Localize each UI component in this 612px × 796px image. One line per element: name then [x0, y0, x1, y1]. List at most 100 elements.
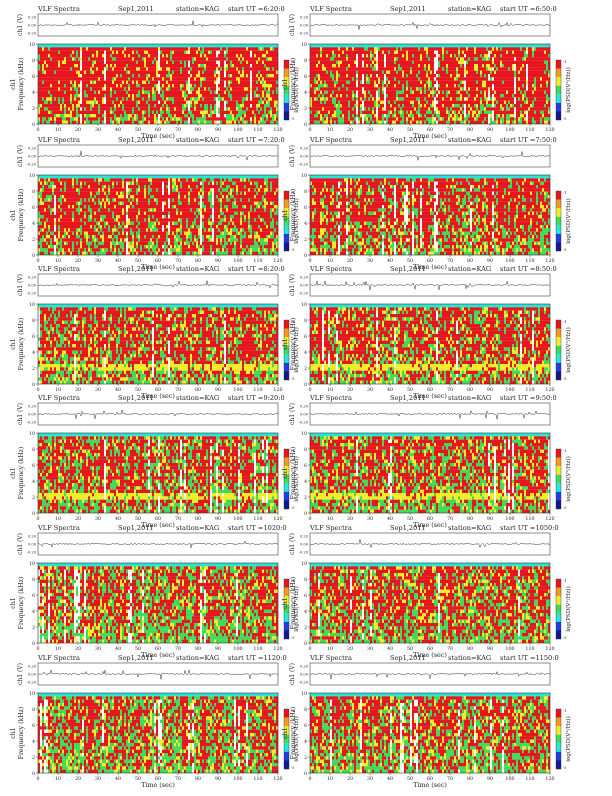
colorbar-segment: [556, 588, 561, 597]
waveform-tick: 0.20: [28, 276, 37, 280]
colorbar-label: log(PSD(V²/Hz)): [565, 456, 572, 502]
colorbar-segment: [556, 709, 561, 718]
xtick-label: 40: [115, 646, 121, 652]
panel-start-ut: start UT =1120:0: [228, 654, 287, 662]
xtick-label: 110: [253, 516, 262, 522]
xtick-label: 120: [273, 387, 282, 393]
xtick-label: 40: [115, 258, 121, 264]
colorbar-segment: [284, 363, 289, 372]
waveform-tick: 0.20: [28, 665, 37, 669]
waveform-tick: -0.20: [27, 163, 37, 167]
xtick-label: 40: [115, 516, 121, 522]
spectrogram-cells: [38, 304, 278, 384]
spectrogram-cells: [310, 563, 550, 643]
panel-station: station=KAG: [176, 654, 219, 662]
colorbar-tick: -1: [563, 449, 567, 453]
spectrogram-cells: [310, 693, 550, 773]
xtick-label: 120: [273, 258, 282, 264]
colorbar-segment: [284, 588, 289, 597]
colorbar-segment: [284, 354, 289, 363]
panel-title: VLF Spectra: [37, 5, 80, 13]
spec-ytick-label: 4: [32, 90, 35, 96]
xtick-label: 100: [233, 776, 242, 782]
xtick-label: 70: [447, 776, 453, 782]
waveform-tick: -0.20: [299, 551, 309, 555]
colorbar-tick: -1: [563, 579, 567, 583]
colorbar-segment: [556, 760, 561, 769]
spec-ylabel-channel: ch1: [282, 78, 289, 89]
colorbar-segment: [556, 77, 561, 86]
spec-ytick-label: 6: [304, 463, 307, 469]
xtick-label: 10: [55, 776, 61, 782]
waveform-tick: 0.20: [300, 665, 309, 669]
spec-ytick-label: 0: [32, 253, 35, 259]
colorbar-tick: -5: [563, 506, 567, 510]
colorbar-segment: [284, 743, 289, 752]
xtick-label: 110: [253, 258, 262, 264]
spec-ylabel-channel: ch1: [10, 467, 17, 478]
spec-ylabel: Frequency (kHz): [18, 318, 25, 371]
colorbar-segment: [284, 69, 289, 78]
colorbar-segment: [556, 234, 561, 243]
spec-ytick-label: 10: [301, 173, 307, 179]
colorbar-segment: [284, 500, 289, 509]
panel-title: VLF Spectra: [309, 5, 352, 13]
xtick-label: 0: [36, 776, 39, 782]
xtick-label: 0: [36, 516, 39, 522]
colorbar-tick: -1: [563, 60, 567, 64]
panel-start-ut: start UT =7:20:0: [228, 136, 285, 144]
xtick-label: 0: [308, 646, 311, 652]
xtick-label: 90: [215, 258, 221, 264]
spec-ylabel: Frequency (kHz): [18, 707, 25, 760]
spec-ytick-label: 0: [32, 382, 35, 388]
waveform-tick: 0.20: [300, 535, 309, 539]
spec-ytick-label: 6: [304, 205, 307, 211]
spec-ytick-label: 8: [304, 577, 307, 583]
spec-ylabel-channel: ch1: [10, 209, 17, 220]
xtick-label: 0: [36, 127, 39, 133]
panel-date: Sep1,2011: [118, 394, 154, 402]
colorbar-segment: [556, 475, 561, 484]
waveform-tick: 0.00: [28, 413, 37, 417]
xtick-label: 40: [115, 776, 121, 782]
xtick-label: 20: [75, 387, 81, 393]
spectrogram-cells: [38, 433, 278, 513]
panel-date: Sep1,2011: [390, 265, 426, 273]
panel-start-ut: start UT =8:20:0: [228, 265, 285, 273]
xtick-label: 110: [525, 646, 534, 652]
xtick-label: 110: [525, 387, 534, 393]
xtick-label: 10: [327, 258, 333, 264]
spec-ylabel-channel: ch1: [282, 338, 289, 349]
waveform-tick: 0.00: [300, 543, 309, 547]
spec-ytick-label: 0: [304, 382, 307, 388]
xtick-label: 30: [95, 776, 101, 782]
colorbar-segment: [556, 354, 561, 363]
colorbar-tick: -5: [291, 377, 295, 381]
spec-ytick-label: 10: [29, 302, 35, 308]
spec-ylabel: Frequency (kHz): [18, 58, 25, 111]
colorbar-tick: -5: [563, 248, 567, 252]
xtick-label: 10: [55, 387, 61, 393]
xtick-label: 80: [195, 516, 201, 522]
xtick-label: 110: [253, 127, 262, 133]
colorbar-segment: [284, 622, 289, 631]
panel-station: station=KAG: [448, 524, 491, 532]
spec-ytick-label: 4: [32, 479, 35, 485]
panel-start-ut: start UT =6:20:0: [228, 5, 285, 13]
colorbar-label: log(PSD(V²/Hz)): [565, 586, 572, 632]
colorbar-label: log(PSD(V²/Hz)): [565, 327, 572, 373]
spec-ytick-label: 8: [304, 58, 307, 64]
waveform-tick: -0.20: [299, 32, 309, 36]
spec-ytick-label: 0: [32, 122, 35, 128]
colorbar-segment: [556, 483, 561, 492]
spec-ytick-label: 10: [29, 42, 35, 48]
spec-ylabel: Frequency (kHz): [18, 189, 25, 242]
panel-date: Sep1,2011: [118, 265, 154, 273]
xtick-label: 70: [447, 127, 453, 133]
colorbar-segment: [284, 111, 289, 120]
waveform-tick: 0.00: [300, 413, 309, 417]
colorbar-tick: -5: [563, 766, 567, 770]
spec-ytick-label: 4: [304, 609, 307, 615]
spec-ytick-label: 8: [32, 318, 35, 324]
waveform-ylabel: ch1 (V): [17, 403, 24, 425]
